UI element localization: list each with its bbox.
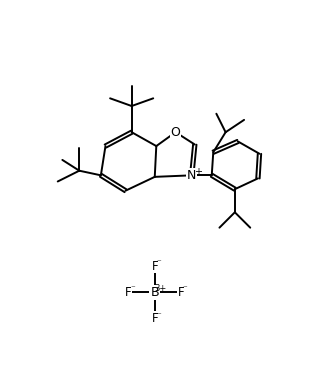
Text: 3+: 3+ [155, 284, 167, 293]
Text: F: F [125, 286, 132, 299]
Text: ⁻: ⁻ [130, 285, 135, 294]
Text: N: N [187, 169, 196, 182]
Text: F: F [151, 312, 158, 325]
Text: F: F [151, 260, 158, 273]
Text: ⁻: ⁻ [156, 311, 161, 320]
Text: F: F [178, 286, 184, 299]
Text: O: O [171, 126, 180, 139]
Text: ⁻: ⁻ [182, 285, 187, 294]
Text: B: B [150, 286, 159, 299]
Text: ⁻: ⁻ [156, 259, 161, 268]
Text: +: + [194, 167, 202, 177]
